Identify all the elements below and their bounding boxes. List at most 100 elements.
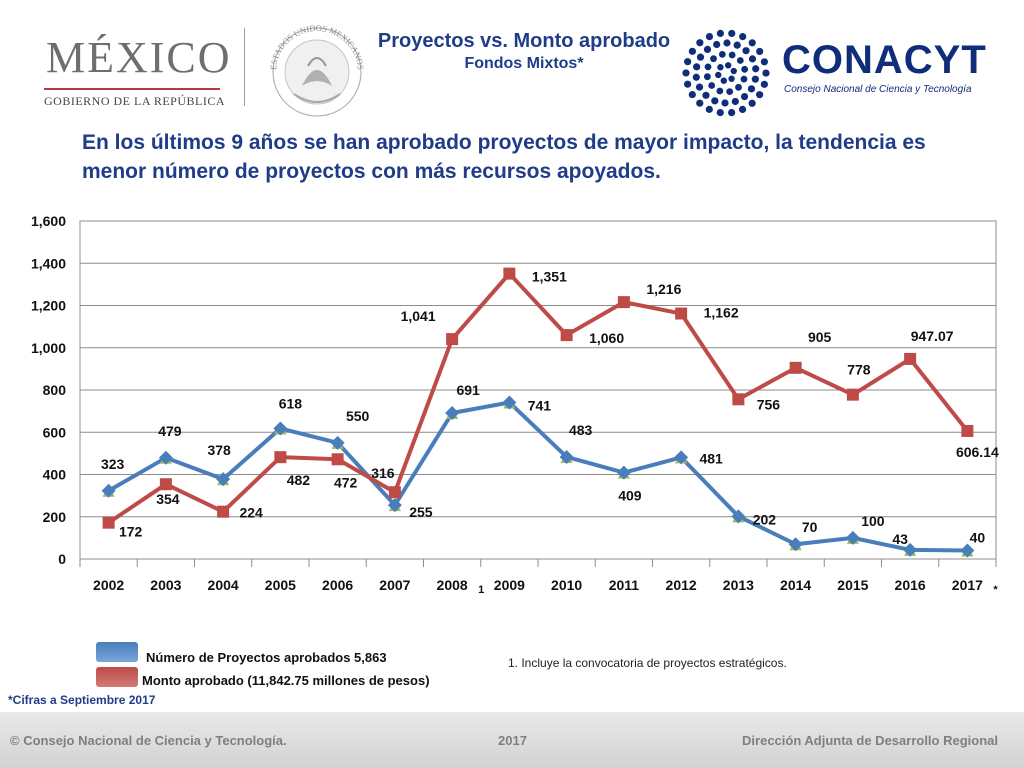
data-point-monto — [675, 307, 688, 320]
data-label-proyectos: 323 — [101, 456, 125, 472]
data-label-proyectos: 40 — [970, 530, 986, 546]
x-tick-footnote-mark: * — [993, 584, 998, 596]
x-tick-label: 2006 — [322, 577, 353, 593]
data-label-monto: 224 — [239, 505, 263, 521]
data-point-monto — [159, 478, 172, 491]
x-tick-label: 2014 — [780, 577, 811, 593]
footer: © Consejo Nacional de Ciencia y Tecnolog… — [0, 712, 1024, 768]
national-seal-icon: ESTADOS UNIDOS MEXICANOS — [268, 23, 366, 117]
data-label-proyectos: 479 — [158, 423, 182, 439]
data-point-monto — [904, 352, 917, 365]
x-tick-label: 2010 — [551, 577, 582, 593]
data-label-monto: 172 — [119, 524, 143, 540]
x-tick-footnote-mark: 1 — [478, 584, 484, 596]
data-label-monto: 1,216 — [646, 281, 681, 297]
data-point-monto — [846, 388, 859, 401]
legend-swatch-proyectos — [96, 642, 138, 662]
data-point-monto — [560, 329, 573, 342]
x-tick-label: 2002 — [93, 577, 124, 593]
data-label-proyectos: 70 — [802, 519, 818, 535]
footer-department: Dirección Adjunta de Desarrollo Regional — [742, 733, 998, 748]
data-point-monto — [503, 267, 516, 280]
mexico-logo-text: MÉXICO — [46, 33, 232, 82]
data-point-proyectos — [387, 498, 402, 513]
mexico-logo-subtitle: GOBIERNO DE LA REPÚBLICA — [44, 94, 226, 108]
data-point-proyectos — [158, 450, 173, 465]
headline: En los últimos 9 años se han aprobado pr… — [82, 131, 926, 183]
legend-label-monto: Monto aprobado (11,842.75 millones de pe… — [142, 673, 430, 688]
data-label-monto: 606.14 — [956, 444, 999, 460]
data-label-monto: 472 — [334, 474, 358, 490]
data-label-proyectos: 550 — [346, 408, 370, 424]
slide-title: Proyectos vs. Monto aprobado — [377, 30, 671, 52]
footnote: 1. Incluye la convocatoria de proyectos … — [508, 656, 787, 670]
data-label-monto: 905 — [808, 329, 832, 345]
y-tick-label: 1,600 — [31, 213, 66, 229]
data-point-monto — [388, 486, 401, 499]
data-label-proyectos: 378 — [207, 442, 231, 458]
data-point-monto — [732, 393, 745, 406]
y-tick-label: 0 — [58, 551, 66, 567]
slide-title-block: Proyectos vs. Monto aprobado Fondos Mixt… — [364, 30, 684, 73]
slide-subtitle: Fondos Mixtos* — [464, 55, 584, 72]
data-label-monto: 1,351 — [532, 269, 567, 285]
x-tick-label: 2011 — [609, 577, 640, 593]
data-point-proyectos — [845, 530, 860, 545]
data-point-proyectos — [273, 421, 288, 436]
data-point-proyectos — [502, 395, 517, 410]
data-point-proyectos — [101, 483, 116, 498]
data-label-monto: 354 — [156, 491, 180, 507]
x-tick-label: 2009 — [494, 577, 525, 593]
data-label-proyectos: 43 — [892, 531, 908, 547]
conacyt-logo: CONACYT Consejo Nacional de Ciencia y Te… — [680, 26, 990, 120]
x-tick-label: 2004 — [208, 577, 239, 593]
data-point-monto — [961, 424, 974, 437]
conacyt-logo-subtitle: Consejo Nacional de Ciencia y Tecnología — [784, 84, 972, 95]
data-point-proyectos — [559, 449, 574, 464]
data-label-monto: 482 — [287, 472, 311, 488]
data-label-monto: 1,041 — [401, 308, 436, 324]
data-point-monto — [331, 453, 344, 466]
data-label-monto: 756 — [757, 396, 781, 412]
data-point-proyectos — [216, 472, 231, 487]
y-tick-label: 800 — [43, 382, 67, 398]
y-tick-label: 1,200 — [31, 298, 66, 314]
data-point-monto — [617, 296, 630, 309]
data-label-proyectos: 409 — [618, 488, 642, 504]
data-point-monto — [789, 361, 802, 374]
cifras-note: *Cifras a Septiembre 2017 — [8, 693, 156, 707]
data-point-proyectos — [731, 509, 746, 524]
conacyt-logo-text: CONACYT — [782, 38, 987, 82]
y-tick-label: 400 — [43, 467, 67, 483]
data-label-monto: 1,060 — [589, 330, 624, 346]
data-point-proyectos — [445, 406, 460, 421]
data-point-monto — [274, 451, 287, 464]
line-chart: 0 200 400 600 800 1,000 1,200 1,400 1,600 2002 200… — [31, 213, 999, 596]
data-point-monto — [102, 516, 115, 529]
data-label-monto: 947.07 — [911, 328, 954, 344]
x-tick-label: 2017 — [952, 577, 983, 593]
legend-label-proyectos: Número de Proyectos aprobados 5,863 — [146, 650, 387, 665]
data-label-monto: 316 — [371, 465, 395, 481]
header: MÉXICO GOBIERNO DE LA REPÚBLICA ESTADOS … — [0, 0, 1024, 128]
y-tick-label: 600 — [43, 424, 67, 440]
mexico-logo: MÉXICO GOBIERNO DE LA REPÚBLICA — [40, 22, 240, 112]
data-point-proyectos — [903, 542, 918, 557]
data-point-proyectos — [788, 537, 803, 552]
logo-divider — [244, 28, 245, 106]
data-label-proyectos: 202 — [753, 511, 777, 527]
data-label-proyectos: 100 — [861, 513, 885, 529]
data-point-proyectos — [616, 465, 631, 480]
footer-year: 2017 — [498, 733, 527, 748]
data-label-monto: 778 — [847, 362, 871, 378]
y-tick-label: 1,000 — [31, 340, 66, 356]
data-label-proyectos: 481 — [699, 450, 723, 466]
data-point-proyectos — [960, 543, 975, 558]
y-tick-label: 200 — [43, 509, 67, 525]
y-tick-label: 1,400 — [31, 255, 66, 271]
x-tick-label: 2015 — [837, 577, 868, 593]
footer-copyright: © Consejo Nacional de Ciencia y Tecnolog… — [10, 733, 287, 748]
data-label-proyectos: 483 — [569, 422, 593, 438]
data-point-monto — [217, 505, 230, 518]
x-tick-label: 2007 — [379, 577, 410, 593]
